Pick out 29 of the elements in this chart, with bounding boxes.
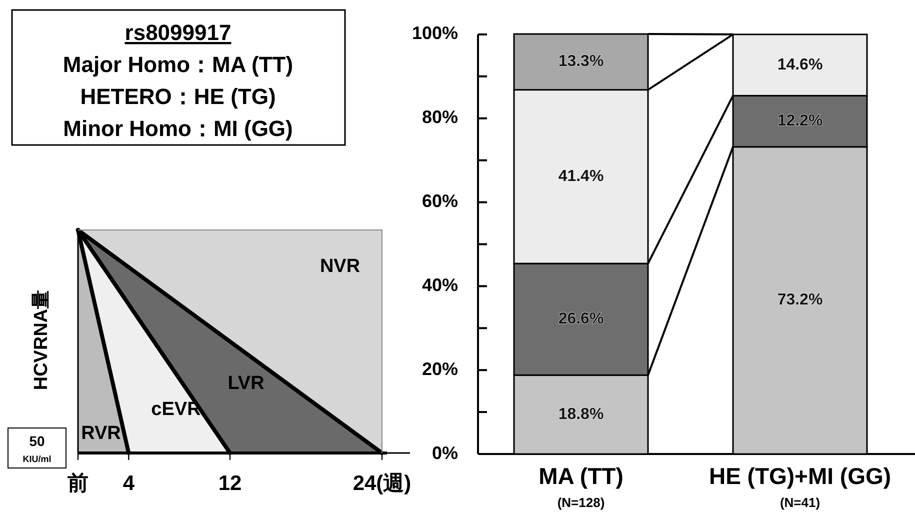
text: (N=41) [780,495,820,510]
x-tick-label: MA (TT) [538,463,624,489]
x-tick-label: 12 [218,472,242,495]
data-label: 12.2% [777,112,823,130]
annotation: LVR [228,373,265,394]
data-label: 26.6% [558,310,604,328]
y-axis-title: HCVRNA量 [31,290,52,390]
x-tick-label: 前 [66,472,88,495]
data-label: 18.8% [558,406,604,423]
data-label: 41.4% [558,168,604,185]
annotation: NVR [320,256,360,278]
data-label: 14.6% [777,56,823,74]
text: Major Homo：MA (TT) [62,52,294,77]
text: rs8099917 [124,20,232,45]
y-tick-label: 80% [422,107,458,128]
data-label: 13.3% [558,53,604,70]
text: Minor Homo：MI (GG) [63,116,293,141]
x-tick-label: 24(週) [352,472,412,495]
y-tick-label: 0% [432,442,458,463]
y-tick-label: 100% [412,23,458,44]
y-tick-label: 20% [422,358,458,379]
x-tick-label: HE (TG)+MI (GG) [708,463,892,489]
text: HETERO：HE (TG) [80,84,276,109]
y-tick-label: 40% [422,274,458,295]
annotation: RVR [81,423,122,444]
text: (N=128) [557,495,605,510]
y-tick-label: 60% [422,191,458,211]
x-tick-label: 4 [122,472,135,495]
data-label: 73.2% [777,292,823,309]
